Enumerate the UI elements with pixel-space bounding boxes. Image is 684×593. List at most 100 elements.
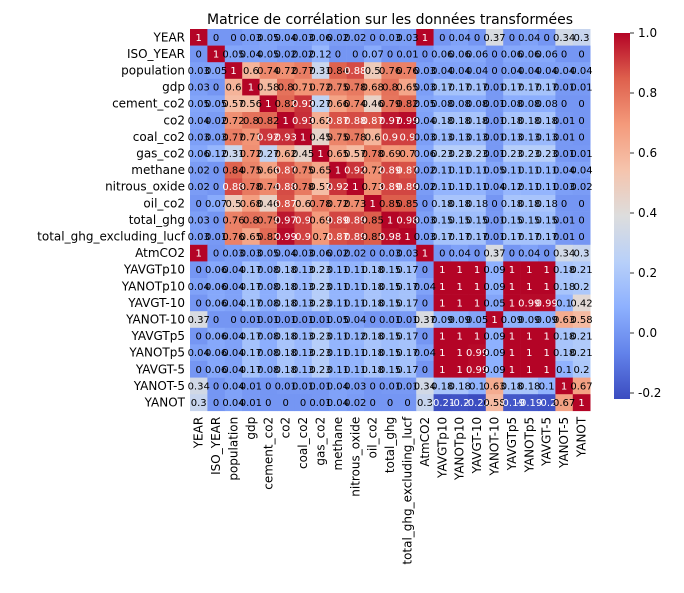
heatmap-cell [381,394,400,412]
cell-value-label: 0.03 [344,381,366,392]
heatmap-cell [555,145,574,163]
heatmap-cell [433,311,452,329]
heatmap-cell [381,62,400,80]
heatmap-cell [381,377,400,395]
heatmap-cell [364,161,382,179]
heatmap-cell [572,178,591,196]
row-label: coal_co2 [133,130,185,144]
cell-value-label: 0.02 [188,182,210,193]
heatmap-cell [520,78,539,96]
heatmap-cell [364,45,382,63]
cell-value-label: 0 [196,365,202,376]
heatmap-cell [346,78,365,96]
heatmap-cell [346,311,365,329]
cell-value-label: 0.87 [275,199,297,210]
heatmap-cell [416,294,434,312]
heatmap-cell [242,344,260,362]
heatmap-cell [224,195,243,212]
heatmap-cell [381,311,400,329]
cell-value-label: 0.01 [553,232,575,243]
heatmap-cell [190,344,208,362]
heatmap-cell [381,29,400,46]
heatmap-cells [190,29,591,412]
heatmap-cell [364,195,382,212]
heatmap-cell [364,327,382,345]
cell-value-label: 0.01 [553,215,575,226]
heatmap-cell [190,95,208,113]
cell-value-label: 0.37 [483,249,505,260]
heatmap-cell [294,145,313,163]
heatmap-cell [190,145,208,163]
heatmap-cell [311,294,330,312]
heatmap-cell [520,211,539,229]
heatmap-cell [207,244,226,262]
cell-value-label: 0.07 [362,49,384,60]
cell-value-label: 0.98 [379,232,401,243]
heatmap-cell [311,327,330,345]
heatmap-cell [311,394,330,412]
cell-value-label: 0.02 [344,33,366,44]
cell-value-label: 0 [230,33,236,44]
row-label: cement_co2 [112,97,185,111]
heatmap-cell [416,161,434,179]
heatmap-cell [277,161,295,179]
cell-value-label: 1 [404,232,410,243]
heatmap-cell [259,361,278,378]
cell-value-label: 0.37 [188,315,210,326]
heatmap-cell [503,62,521,80]
cell-value-label: 0.56 [240,99,262,110]
cell-value-label: 0.85 [362,215,384,226]
heatmap-cell [433,244,452,262]
row-label: YANOTp5 [128,346,185,360]
column-label: YANOT [575,416,589,458]
cell-value-label: 0.65 [309,166,331,177]
heatmap-cell [329,161,347,179]
heatmap-cell [190,211,208,229]
heatmap-cell [364,294,382,312]
cell-value-label: 0 [422,265,428,276]
row-label: total_ghg_excluding_lucf [37,230,186,244]
cell-value-label: 0.3 [191,398,207,409]
heatmap-cell [294,128,313,146]
heatmap-cell [381,195,400,212]
heatmap-cell [520,294,539,312]
cell-value-label: 0 [213,398,219,409]
column-label: YEAR [192,417,206,449]
heatmap-cell [572,294,591,312]
heatmap-cell [224,178,243,196]
chart-title: Matrice de corrélation sur les données t… [207,12,573,28]
heatmap-cell [207,327,226,345]
cell-value-label: 0 [578,49,584,60]
heatmap-cell [259,244,278,262]
cell-value-label: 0.67 [553,398,575,409]
cell-value-label: 0 [283,398,289,409]
heatmap-cell [520,344,539,362]
column-label: co2 [279,417,293,439]
heatmap-cell [538,311,556,329]
heatmap-cell [259,145,278,163]
heatmap-cell [277,211,295,229]
heatmap-cell [259,261,278,279]
heatmap-cell [398,228,417,246]
heatmap-cell [259,112,278,129]
heatmap-cell [277,327,295,345]
heatmap-cell [277,195,295,212]
heatmap-cell [242,377,260,395]
heatmap-cell [207,95,226,113]
heatmap-cell [416,78,434,96]
heatmap-cell [451,161,469,179]
heatmap-cell [329,78,347,96]
heatmap-cell [398,45,417,63]
heatmap-cell [329,29,347,46]
cell-value-label: 1 [509,282,515,293]
heatmap-cell [242,95,260,113]
heatmap-cell [329,244,347,262]
heatmap-cell [451,112,469,129]
cell-value-label: 0.05 [205,66,227,77]
cell-value-label: 0.04 [570,66,592,77]
heatmap-cell [416,95,434,113]
heatmap-cell [555,161,574,179]
cell-value-label: 0 [196,265,202,276]
heatmap-cell [520,128,539,146]
cell-value-label: 0 [213,315,219,326]
